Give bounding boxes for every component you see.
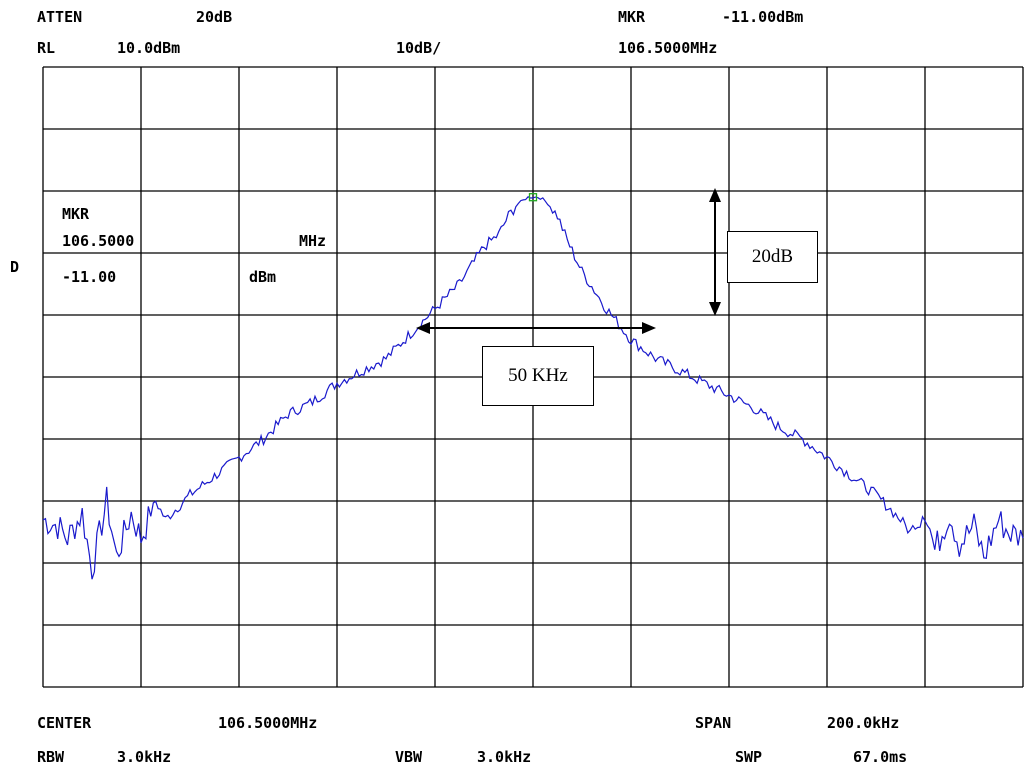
db-span-arrow: [709, 188, 721, 316]
side-marker: D: [10, 258, 20, 276]
mkr-label: MKR: [618, 8, 646, 26]
bw-span-label: 50 KHz: [482, 346, 594, 406]
span-label: SPAN: [695, 714, 732, 732]
marker-box-title: MKR: [62, 205, 90, 223]
spectrum-trace: [42, 196, 1024, 580]
vbw-value: 3.0kHz: [477, 748, 532, 766]
mkr-frequency: 106.5000MHz: [618, 39, 718, 57]
rbw-label: RBW: [37, 748, 65, 766]
marker-box-frequency: 106.5000: [62, 232, 135, 250]
rl-label: RL: [37, 39, 56, 57]
vbw-label: VBW: [395, 748, 423, 766]
marker-box-level: -11.00: [62, 268, 117, 286]
rbw-value: 3.0kHz: [117, 748, 172, 766]
center-value: 106.5000MHz: [218, 714, 318, 732]
bw-span-text: 50 KHz: [508, 365, 568, 386]
atten-value: 20dB: [196, 8, 233, 26]
bw-span-arrow: [416, 322, 656, 334]
marker-box-frequency-unit: MHz: [299, 232, 327, 250]
mkr-value: -11.00dBm: [722, 8, 804, 26]
scale-value: 10dB/: [396, 39, 442, 57]
atten-label: ATTEN: [37, 8, 83, 26]
span-value: 200.0kHz: [827, 714, 900, 732]
db-span-label: 20dB: [727, 231, 818, 283]
rl-value: 10.0dBm: [117, 39, 181, 57]
swp-label: SWP: [735, 748, 763, 766]
center-label: CENTER: [37, 714, 92, 732]
swp-value: 67.0ms: [853, 748, 908, 766]
marker-box-level-unit: dBm: [249, 268, 277, 286]
marker-point: [528, 193, 538, 202]
db-span-text: 20dB: [751, 246, 794, 267]
